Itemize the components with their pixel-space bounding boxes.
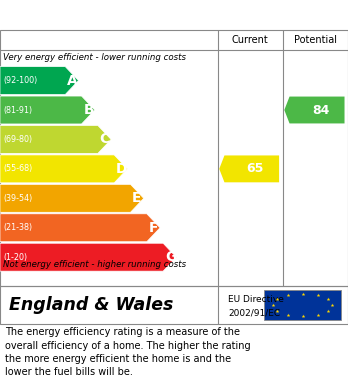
Text: Potential: Potential xyxy=(294,35,337,45)
Text: Not energy efficient - higher running costs: Not energy efficient - higher running co… xyxy=(3,260,186,269)
Bar xyxy=(264,290,341,320)
Text: F: F xyxy=(149,221,158,235)
Text: E: E xyxy=(132,191,142,205)
Text: Energy Efficiency Rating: Energy Efficiency Rating xyxy=(9,7,230,23)
Text: (69-80): (69-80) xyxy=(3,135,33,144)
Text: 65: 65 xyxy=(247,162,264,176)
Text: A: A xyxy=(67,74,78,88)
Polygon shape xyxy=(0,243,176,271)
Text: C: C xyxy=(100,133,110,147)
Text: The energy efficiency rating is a measure of the
overall efficiency of a home. T: The energy efficiency rating is a measur… xyxy=(5,327,251,377)
Text: 84: 84 xyxy=(312,104,329,117)
Text: (39-54): (39-54) xyxy=(3,194,33,203)
Polygon shape xyxy=(0,214,160,242)
Text: Very energy efficient - lower running costs: Very energy efficient - lower running co… xyxy=(3,53,186,62)
Polygon shape xyxy=(219,156,279,182)
Text: B: B xyxy=(83,103,94,117)
Text: 2002/91/EC: 2002/91/EC xyxy=(228,309,280,318)
Text: (55-68): (55-68) xyxy=(3,164,33,173)
Polygon shape xyxy=(284,97,345,124)
Polygon shape xyxy=(0,66,79,95)
Polygon shape xyxy=(0,185,144,212)
Polygon shape xyxy=(0,96,95,124)
Polygon shape xyxy=(0,126,111,153)
Text: Current: Current xyxy=(232,35,268,45)
Text: (21-38): (21-38) xyxy=(3,223,33,232)
Text: D: D xyxy=(116,162,127,176)
Text: (81-91): (81-91) xyxy=(3,106,33,115)
Text: EU Directive: EU Directive xyxy=(228,295,284,304)
Text: (92-100): (92-100) xyxy=(3,76,38,85)
Polygon shape xyxy=(0,155,127,183)
Text: (1-20): (1-20) xyxy=(3,253,27,262)
Text: England & Wales: England & Wales xyxy=(9,296,173,314)
Text: G: G xyxy=(165,250,176,264)
